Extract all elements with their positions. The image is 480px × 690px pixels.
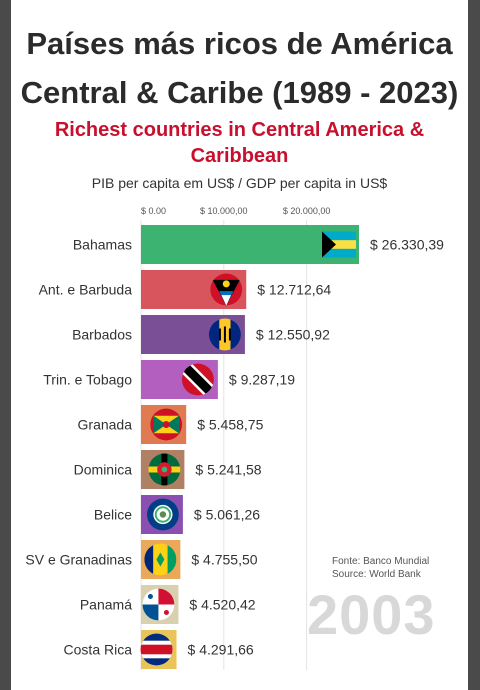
value-label: $ 4.520,42 — [189, 597, 255, 613]
value-label: $ 12.550,92 — [256, 327, 330, 343]
category-label: Ant. e Barbuda — [39, 282, 133, 298]
grenada-flag-icon — [150, 408, 183, 441]
category-label: Panamá — [80, 597, 132, 613]
year-watermark: 2003 — [307, 583, 436, 646]
x-tick-label: $ 10.000,00 — [200, 206, 248, 216]
source-label-es: Fonte: Banco Mundial — [332, 556, 430, 567]
costa-rica-flag-icon — [140, 633, 173, 666]
bahamas-flag-icon — [322, 231, 356, 258]
category-label: Bahamas — [73, 237, 132, 253]
category-label: Trin. e Tobago — [43, 372, 132, 388]
chart-title-line-1: Países más ricos de América — [26, 26, 453, 61]
x-axis-title: PIB per capita em US$ / GDP per capita i… — [91, 175, 388, 191]
dominica-flag-icon — [148, 453, 181, 486]
value-label: $ 5.458,75 — [197, 417, 263, 433]
category-label: Granada — [78, 417, 133, 433]
category-label: Belice — [94, 507, 132, 523]
trinidad-tobago-flag-icon — [181, 363, 214, 396]
barbados-flag-icon — [208, 318, 241, 351]
value-label: $ 26.330,39 — [370, 237, 444, 253]
source-label-en: Source: World Bank — [332, 569, 421, 580]
belize-flag-icon — [146, 498, 179, 531]
chart-page: Países más ricos de América Central & Ca… — [11, 0, 468, 690]
category-label: SV e Granadinas — [25, 552, 132, 568]
x-tick-label: $ 20.000,00 — [283, 206, 331, 216]
antigua-barbuda-flag-icon — [210, 273, 243, 306]
panama-flag-icon — [142, 588, 175, 621]
chart-title-line-2: Central & Caribe (1989 - 2023) — [20, 75, 459, 110]
chart-subtitle-line-2: Caribbean — [190, 145, 289, 167]
category-label: Costa Rica — [64, 642, 133, 658]
bar-chart: $ 0.00 $ 10.000,00 $ 20.000,00 Bahamas $ 26.… — [25, 206, 444, 670]
value-label: $ 9.287,19 — [229, 372, 295, 388]
category-label: Barbados — [72, 327, 132, 343]
value-label: $ 12.712,64 — [257, 282, 331, 298]
x-tick-label: $ 0.00 — [141, 206, 166, 216]
value-label: $ 4.755,50 — [191, 552, 257, 568]
value-label: $ 4.291,66 — [188, 642, 254, 658]
value-label: $ 5.241,58 — [195, 462, 261, 478]
value-label: $ 5.061,26 — [194, 507, 260, 523]
category-label: Dominica — [74, 462, 133, 478]
saint-vincent-flag-icon — [144, 543, 177, 576]
chart-subtitle-line-1: Richest countries in Central America & — [54, 119, 425, 141]
